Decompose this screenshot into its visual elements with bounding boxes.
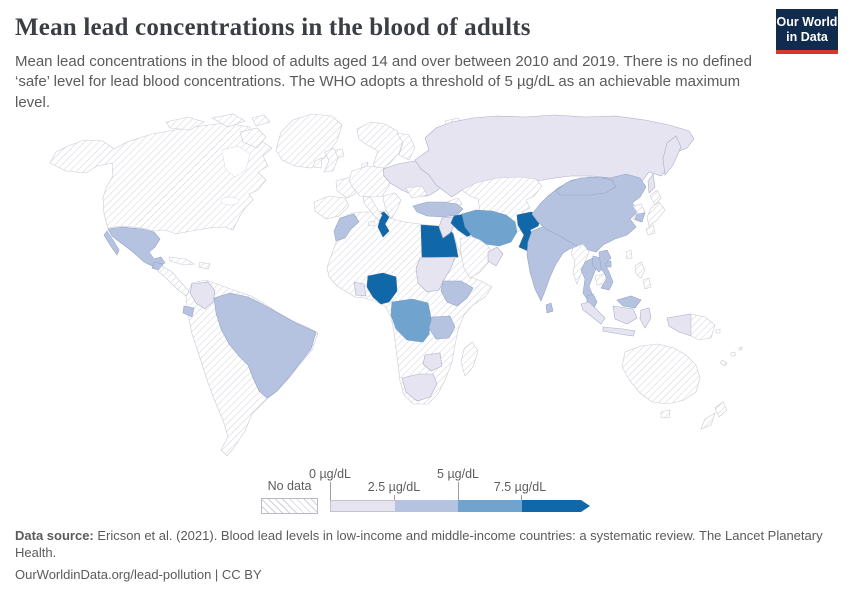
country-papua-new-guinea[interactable] (690, 313, 716, 341)
legend-label-2.5: 2.5 µg/dL (367, 480, 421, 494)
legend-label-5: 5 µg/dL (437, 467, 479, 481)
country-brazil[interactable] (213, 292, 317, 399)
legend-label-0: 0 µg/dL (309, 467, 351, 481)
owid-url-link[interactable]: OurWorldinData.org/lead-pollution (15, 567, 212, 583)
country-australia[interactable] (621, 343, 701, 405)
great-lakes (220, 196, 240, 206)
country-philippines[interactable] (634, 261, 652, 290)
legend-tick-5 (458, 482, 459, 500)
country-indonesia-papua[interactable] (666, 313, 692, 337)
country-ghana[interactable] (353, 281, 367, 297)
country-malaysia-peninsula[interactable] (586, 293, 598, 311)
country-ecuador[interactable] (182, 305, 195, 318)
legend-tick-2.5 (394, 495, 395, 500)
country-oman[interactable] (487, 246, 504, 267)
country-vietnam[interactable] (598, 249, 614, 291)
country-mexico-baja[interactable] (103, 230, 120, 256)
country-united-states-canada[interactable] (49, 122, 273, 235)
country-russia-kamchatka[interactable] (662, 135, 682, 176)
data-source-line: Data source: Ericson et al. (2021). Bloo… (15, 528, 827, 561)
country-indonesia-sulawesi[interactable] (639, 307, 652, 329)
country-indonesia-kalimantan[interactable] (612, 305, 638, 325)
legend-bin-0-2.5[interactable] (330, 500, 395, 512)
footer-separator: | (211, 567, 222, 583)
country-ireland[interactable] (312, 157, 323, 169)
region-balkans-greece[interactable] (382, 192, 402, 220)
legend-tick-7.5 (521, 495, 522, 500)
country-japan[interactable] (645, 189, 666, 236)
owid-logo-text: Our World in Data (776, 14, 838, 44)
legend-no-data-swatch[interactable] (261, 498, 318, 514)
country-ethiopia[interactable] (440, 280, 474, 307)
region-central-europe[interactable] (348, 165, 392, 198)
arctic-islands (165, 113, 271, 149)
country-morocco[interactable] (333, 213, 360, 242)
legend-bin-7.5-plus-arrow[interactable] (522, 500, 590, 512)
country-australia-tasmania (660, 409, 671, 419)
country-sri-lanka[interactable] (545, 302, 554, 314)
legend-tick-0 (330, 482, 331, 500)
pacific-islands (715, 328, 743, 367)
country-dr-congo[interactable] (390, 298, 432, 343)
country-myanmar[interactable] (570, 243, 590, 285)
country-zimbabwe[interactable] (422, 352, 443, 372)
legend-bin-5-7.5[interactable] (458, 500, 522, 512)
country-greenland[interactable] (275, 113, 343, 169)
data-source-text: Ericson et al. (2021). Blood lead levels… (15, 528, 823, 560)
region-central-america[interactable] (157, 265, 193, 297)
country-colombia[interactable] (189, 281, 216, 310)
country-mexico[interactable] (107, 226, 166, 268)
country-italy-sicily (367, 220, 376, 227)
country-egypt[interactable] (420, 224, 459, 258)
chart-subtitle: Mean lead concentrations in the blood of… (15, 53, 752, 111)
country-finland[interactable] (396, 132, 416, 161)
legend-no-data-label: No data (267, 479, 312, 493)
country-romania[interactable] (405, 185, 428, 199)
country-hispaniola[interactable] (198, 261, 211, 270)
country-turkey[interactable] (412, 201, 464, 218)
country-nigeria[interactable] (366, 272, 398, 305)
country-sudan[interactable] (415, 256, 456, 293)
data-source-label: Data source: (15, 528, 94, 543)
country-madagascar[interactable] (460, 341, 479, 377)
legend-label-7.5: 7.5 µg/dL (493, 480, 547, 494)
country-tanzania[interactable] (428, 315, 456, 340)
country-mongolia[interactable] (555, 176, 617, 196)
country-malaysia-borneo[interactable] (616, 295, 642, 309)
legend-bin-2.5-5[interactable] (395, 500, 458, 512)
country-indonesia-sumatra[interactable] (580, 301, 606, 325)
country-spain-portugal[interactable] (313, 195, 350, 220)
country-russia-sakhalin (647, 173, 656, 194)
country-new-zealand[interactable] (700, 401, 728, 430)
owid-logo[interactable]: Our World in Data (776, 9, 838, 54)
country-south-africa[interactable] (401, 373, 438, 402)
country-saudi-arabia[interactable] (459, 235, 493, 279)
page-title: Mean lead concentrations in the blood of… (15, 14, 531, 41)
country-united-kingdom[interactable] (323, 147, 339, 173)
country-south-korea[interactable] (634, 212, 646, 223)
country-italy[interactable] (362, 195, 383, 222)
country-cuba[interactable] (168, 256, 195, 266)
country-indonesia-java[interactable] (602, 326, 636, 337)
country-taiwan[interactable] (625, 249, 633, 260)
license-label: CC BY (221, 567, 262, 583)
chart-footer: Data source: Ericson et al. (2021). Bloo… (15, 528, 827, 584)
footer-link-row: OurWorldinData.org/lead-pollution | CC B… (15, 567, 827, 584)
legend-color-bar (330, 500, 590, 512)
country-iran[interactable] (461, 209, 518, 247)
region-scandinavia[interactable] (356, 121, 404, 171)
hudson-bay (221, 145, 251, 178)
